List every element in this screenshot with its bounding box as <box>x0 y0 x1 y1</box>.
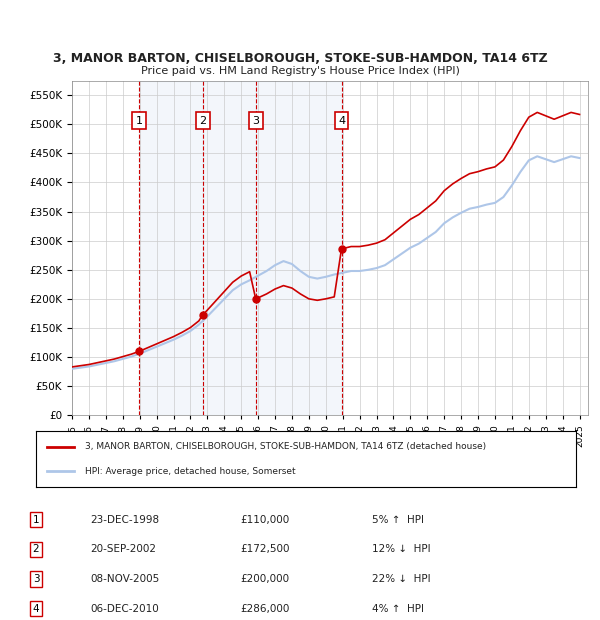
Text: 5% ↑  HPI: 5% ↑ HPI <box>372 515 424 525</box>
Text: 3: 3 <box>32 574 40 584</box>
Text: £286,000: £286,000 <box>240 604 289 614</box>
Text: £110,000: £110,000 <box>240 515 289 525</box>
Text: 3, MANOR BARTON, CHISELBOROUGH, STOKE-SUB-HAMDON, TA14 6TZ: 3, MANOR BARTON, CHISELBOROUGH, STOKE-SU… <box>53 52 547 65</box>
Text: 1: 1 <box>32 515 40 525</box>
Text: £172,500: £172,500 <box>240 544 290 554</box>
Text: 4: 4 <box>32 604 40 614</box>
Text: £200,000: £200,000 <box>240 574 289 584</box>
Bar <box>203 81 256 415</box>
Bar <box>139 81 203 415</box>
Text: 4: 4 <box>338 116 345 126</box>
Text: Price paid vs. HM Land Registry's House Price Index (HPI): Price paid vs. HM Land Registry's House … <box>140 66 460 76</box>
Text: 23-DEC-1998: 23-DEC-1998 <box>90 515 159 525</box>
Text: 4% ↑  HPI: 4% ↑ HPI <box>372 604 424 614</box>
Text: HPI: Average price, detached house, Somerset: HPI: Average price, detached house, Some… <box>85 467 295 476</box>
Text: 2: 2 <box>32 544 40 554</box>
Text: 06-DEC-2010: 06-DEC-2010 <box>90 604 159 614</box>
Bar <box>256 81 341 415</box>
Text: 3, MANOR BARTON, CHISELBOROUGH, STOKE-SUB-HAMDON, TA14 6TZ (detached house): 3, MANOR BARTON, CHISELBOROUGH, STOKE-SU… <box>85 442 486 451</box>
Text: 1: 1 <box>136 116 143 126</box>
Text: 2: 2 <box>199 116 206 126</box>
Text: 20-SEP-2002: 20-SEP-2002 <box>90 544 156 554</box>
Text: 12% ↓  HPI: 12% ↓ HPI <box>372 544 431 554</box>
Text: 22% ↓  HPI: 22% ↓ HPI <box>372 574 431 584</box>
Text: 3: 3 <box>252 116 259 126</box>
Text: 08-NOV-2005: 08-NOV-2005 <box>90 574 159 584</box>
